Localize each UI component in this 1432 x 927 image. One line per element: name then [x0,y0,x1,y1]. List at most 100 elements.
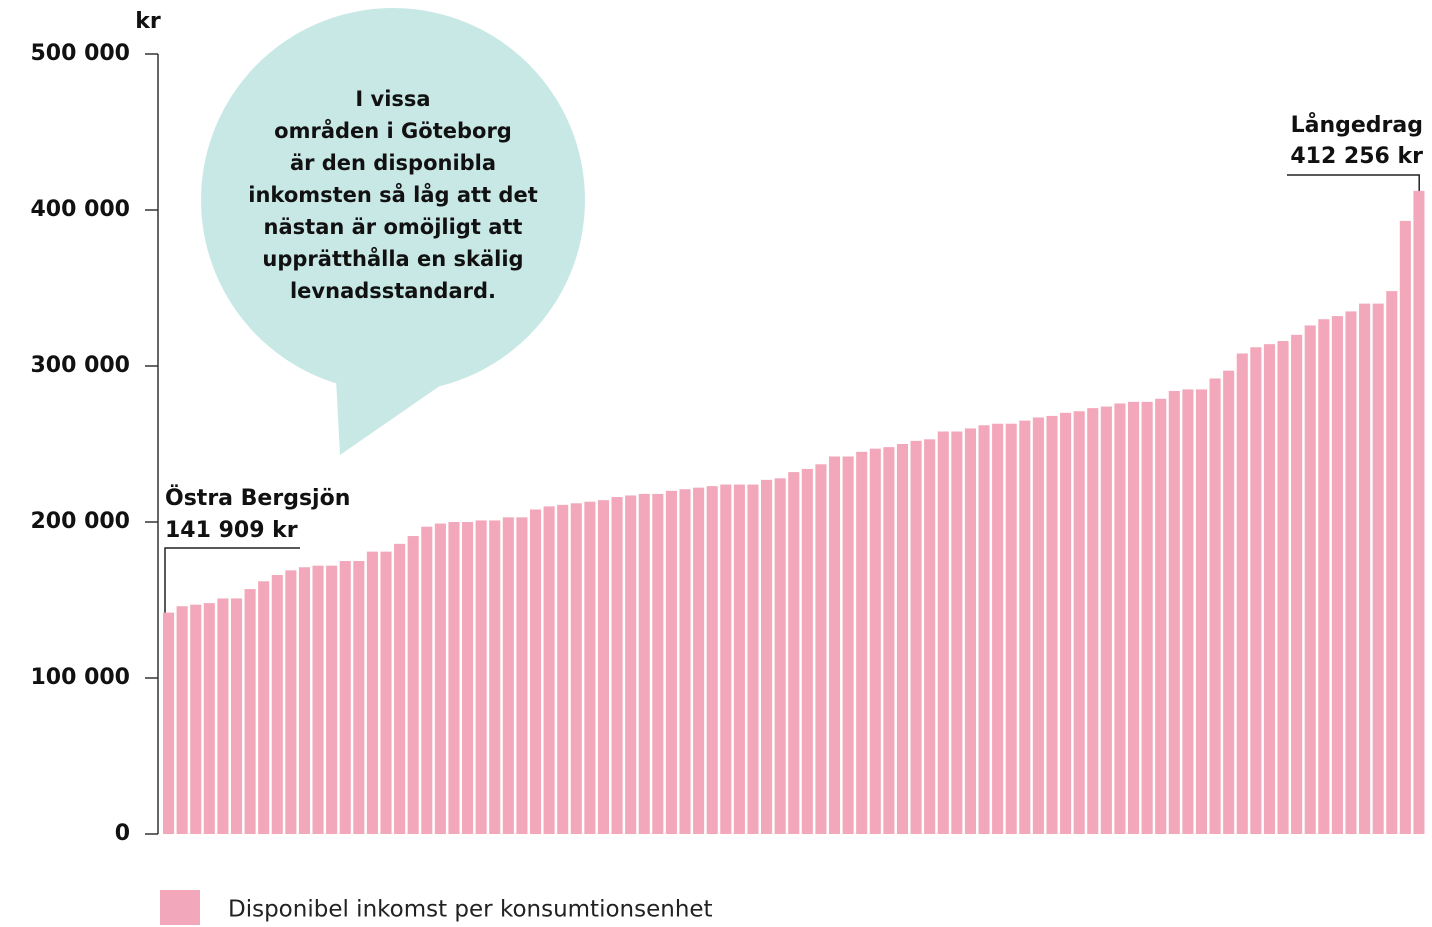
bar [842,456,854,834]
annotation-leader [1287,174,1420,191]
bar [883,447,895,834]
y-tick-label: 300 000 [30,353,130,378]
bar [217,598,229,834]
bar [815,464,827,834]
bar [353,561,365,834]
bar [774,478,786,834]
bar [1413,190,1425,835]
y-tick-label: 500 000 [30,41,130,66]
bar [1032,417,1044,834]
bar [557,504,569,834]
bubble-text: inkomsten så låg att det [248,182,537,207]
bar [1087,408,1099,834]
bar [638,493,650,834]
bar [1345,311,1357,834]
bar [1399,220,1411,835]
bar [1277,341,1289,834]
bar [1195,389,1208,834]
speech-bubble-tail [335,360,470,455]
bar [1073,411,1085,834]
legend-label: Disponibel inkomst per konsumtionsenhet [228,897,713,923]
bar [543,506,555,834]
bar [992,423,1004,834]
bar [1155,398,1167,834]
bar [1005,423,1017,834]
bar [298,567,311,834]
bar [611,497,623,834]
bar [761,479,773,834]
y-tick-label: 400 000 [30,197,130,222]
bar [720,484,732,834]
bar [937,431,949,834]
bar [285,570,297,834]
bar [1114,403,1126,834]
bar [407,536,419,834]
bubble-text: nästan är omöjligt att [264,215,523,239]
bar [394,543,406,834]
speech-bubble [201,8,585,392]
bar [679,489,691,834]
bar [951,431,963,834]
bar [1182,389,1194,834]
bar [597,500,610,834]
bar [1046,415,1058,834]
bar [828,456,841,834]
bar [163,612,175,834]
bar [693,487,705,834]
bar [1100,406,1112,834]
bar [801,468,813,834]
bar [856,451,868,834]
bar [502,517,514,834]
bar [1060,412,1072,834]
bar [747,484,759,834]
bar [570,503,582,834]
bar [1386,291,1398,834]
bar [896,444,909,834]
bar [652,493,664,834]
annotation-value: 412 256 kr [1290,144,1423,169]
bar [244,589,256,834]
bar [1209,378,1221,834]
bar [434,523,446,834]
bar [516,517,528,834]
bar [1291,334,1303,834]
bar [584,501,596,834]
bar [448,522,460,834]
bar [1019,420,1031,834]
bar [910,440,922,834]
bar [339,561,351,834]
bar [1141,401,1153,834]
bar [788,472,800,834]
bubble-text: områden i Göteborg [274,118,512,143]
bar [190,604,202,834]
bar [1372,303,1384,835]
bar [489,520,501,834]
bar [924,439,936,834]
bar [366,551,378,834]
bar [203,603,215,834]
y-unit: kr [135,9,161,34]
bar [733,484,745,834]
bar [312,565,324,834]
bar [1331,316,1343,835]
bar [475,520,487,834]
annotation-name: Östra Bergsjön [165,485,350,511]
bar [964,428,976,834]
bar [1250,347,1262,834]
bar [258,581,270,834]
bar [1318,319,1330,834]
bar [665,490,677,834]
bar [978,425,990,834]
bar [271,575,283,834]
bar [1304,325,1316,834]
bubble-text: är den disponibla [290,151,496,175]
annotation-leader [164,547,300,613]
bar [869,448,881,834]
annotation-name: Långedrag [1291,112,1423,138]
bar [1359,303,1371,835]
bar [1168,390,1180,834]
bar [462,522,474,834]
bar [625,495,637,834]
bar [380,551,392,834]
bar [326,565,338,834]
